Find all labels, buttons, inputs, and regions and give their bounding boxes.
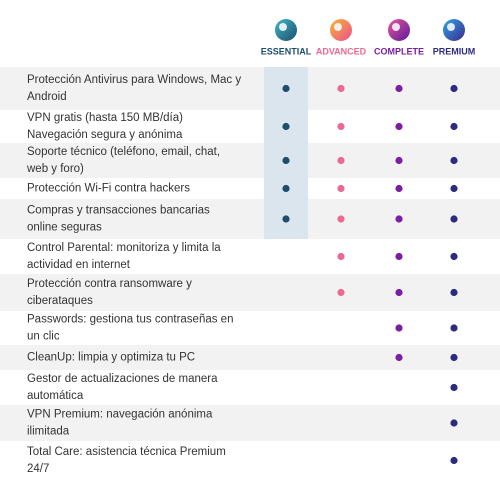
included-dot: [450, 288, 458, 297]
included-dot: [337, 84, 345, 93]
feature-text: ilimitada: [27, 426, 70, 438]
feature-text: Gestor de actualizaciones de manera: [27, 373, 218, 385]
feature-text: un clic: [27, 331, 60, 343]
feature-text: Protección Antivirus para Windows, Mac y: [27, 74, 241, 86]
feature-text: Soporte técnico (teléfono, email, chat,: [27, 146, 220, 158]
feature-text: automática: [27, 390, 84, 402]
included-dot: [450, 419, 458, 427]
row-background: [0, 67, 500, 110]
plan-icon: [330, 19, 352, 41]
feature-text: Compras y transacciones bancarias: [27, 205, 210, 217]
row-background: [0, 274, 500, 311]
feature-text: CleanUp: limpia y optimiza tu PC: [27, 352, 195, 364]
feature-text: web y foro): [26, 163, 84, 175]
plan-name: ESSENTIAL: [261, 46, 312, 56]
plan-icon-mark: [392, 23, 400, 31]
feature-text: VPN gratis (hasta 150 MB/día): [27, 112, 183, 124]
included-dot: [450, 456, 458, 465]
row-background: [0, 143, 500, 178]
included-dot: [395, 84, 403, 93]
feature-text: Android: [27, 91, 67, 103]
plan-icon: [388, 19, 410, 41]
plan-name: ADVANCED: [316, 46, 367, 56]
included-dot: [337, 156, 345, 165]
plan-icon-mark: [279, 23, 287, 31]
row-background: [0, 199, 500, 239]
included-dot: [450, 353, 458, 362]
included-dot: [450, 324, 458, 332]
feature-text: VPN Premium: navegación anónima: [27, 409, 213, 421]
plan-icon: [275, 19, 297, 41]
included-dot: [450, 252, 458, 261]
included-dot: [337, 215, 345, 223]
included-dot: [450, 184, 458, 193]
row-background: [0, 345, 500, 370]
feature-text: Navegación segura y anónima: [27, 129, 183, 141]
included-dot: [282, 84, 290, 93]
included-dot: [450, 215, 458, 223]
included-dot: [395, 324, 403, 332]
plan-icon: [443, 19, 465, 41]
feature-text: actividad en internet: [27, 259, 131, 271]
included-dot: [395, 122, 403, 131]
included-dot: [337, 122, 345, 131]
included-dot: [395, 184, 403, 193]
included-dot: [282, 156, 290, 165]
included-dot: [395, 353, 403, 362]
included-dot: [282, 184, 290, 193]
included-dot: [395, 288, 403, 297]
included-dot: [450, 84, 458, 93]
plan-icon-mark: [447, 23, 455, 31]
feature-text: ciberataques: [27, 295, 93, 307]
plan-name: PREMIUM: [433, 46, 476, 56]
feature-text: Protección Wi-Fi contra hackers: [27, 183, 190, 195]
included-dot: [282, 122, 290, 131]
included-dot: [450, 383, 458, 392]
included-dot: [450, 122, 458, 131]
feature-text: online seguras: [27, 222, 102, 234]
included-dot: [395, 156, 403, 165]
feature-text: Passwords: gestiona tus contraseñas en: [27, 314, 233, 326]
included-dot: [337, 288, 345, 297]
included-dot: [337, 252, 345, 261]
included-dot: [450, 156, 458, 165]
feature-text: Protección contra ransomware y: [27, 278, 192, 290]
feature-text: Control Parental: monitoriza y limita la: [27, 242, 221, 254]
included-dot: [282, 215, 290, 223]
row-background: [0, 405, 500, 441]
included-dot: [395, 252, 403, 261]
feature-text: Total Care: asistencia técnica Premium: [27, 446, 226, 458]
column-highlight: [264, 67, 308, 239]
plan-icon-mark: [334, 23, 342, 31]
feature-text: 24/7: [27, 463, 49, 475]
plan-name: COMPLETE: [374, 46, 424, 56]
included-dot: [337, 184, 345, 193]
included-dot: [395, 215, 403, 223]
